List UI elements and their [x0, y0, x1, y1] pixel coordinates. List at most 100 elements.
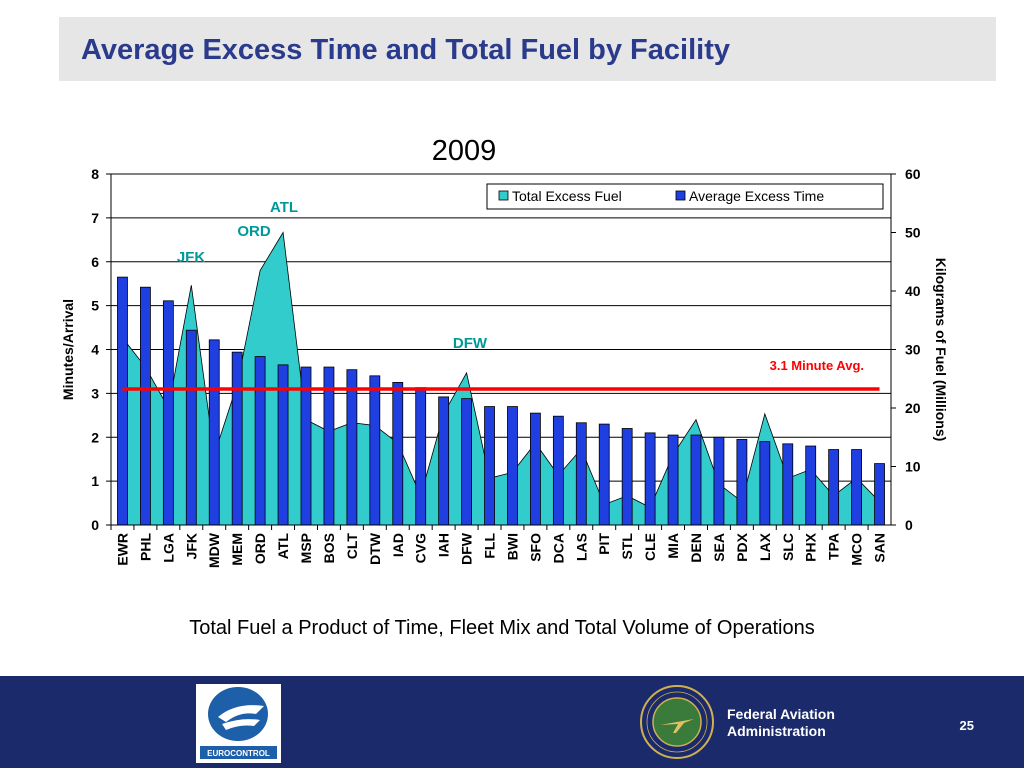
callout-ord: ORD — [237, 223, 271, 240]
x-tick-label-sea: SEA — [711, 533, 727, 562]
svg-text:EUROCONTROL: EUROCONTROL — [207, 749, 270, 758]
time-bar-san — [874, 463, 885, 526]
time-bar-msp — [300, 366, 312, 526]
time-bar-clt — [346, 369, 358, 526]
x-tick-label-mem: MEM — [229, 533, 245, 566]
x-tick-label-dtw: DTW — [367, 532, 383, 565]
x-tick-label-dfw: DFW — [459, 532, 475, 565]
x-tick-label-cvg: CVG — [413, 533, 429, 563]
time-bar-mdw — [208, 339, 220, 526]
x-tick-label-atl: ATL — [275, 533, 291, 560]
y-tick-label: 6 — [91, 254, 99, 270]
time-bar-las — [575, 422, 587, 526]
callout-jfk: JFK — [177, 249, 206, 266]
time-bar-pdx — [736, 439, 748, 526]
x-tick-label-ewr: EWR — [114, 533, 130, 566]
x-tick-label-pdx: PDX — [734, 532, 750, 561]
time-bar-ord — [254, 356, 266, 526]
title-bar: Average Excess Time and Total Fuel by Fa… — [59, 17, 996, 81]
faa-name: Federal Aviation Administration — [727, 706, 835, 740]
y-tick-label: 4 — [91, 342, 99, 358]
faa-name-line1: Federal Aviation — [727, 706, 835, 722]
footer: EUROCONTROL Federal Aviation Administrat… — [0, 676, 1024, 768]
legend-label-time: Average Excess Time — [689, 188, 824, 204]
x-tick-label-sfo: SFO — [527, 533, 543, 562]
time-bar-cle — [644, 432, 656, 526]
x-tick-label-bos: BOS — [321, 533, 337, 563]
slide-caption: Total Fuel a Product of Time, Fleet Mix … — [189, 617, 815, 639]
y2-tick-label: 10 — [905, 459, 921, 475]
x-tick-label-san: SAN — [872, 533, 888, 563]
time-bar-mem — [231, 351, 243, 526]
x-tick-label-clt: CLT — [344, 533, 360, 560]
y-tick-label: 5 — [91, 298, 99, 314]
y-tick-label: 2 — [91, 429, 99, 445]
time-bar-bos — [323, 366, 335, 526]
y2-tick-label: 20 — [905, 400, 921, 416]
time-bar-lax — [759, 441, 771, 526]
y2-tick-label: 0 — [905, 517, 913, 533]
y-axis-title: Minutes/Arrival — [60, 299, 76, 400]
x-tick-label-msp: MSP — [298, 533, 314, 563]
time-bar-ewr — [117, 276, 128, 526]
legend-swatch-time — [675, 190, 686, 201]
x-tick-label-mdw: MDW — [206, 532, 222, 568]
page-number: 25 — [959, 718, 974, 733]
x-tick-label-iad: IAD — [390, 533, 406, 557]
time-bar-iah — [438, 396, 450, 526]
time-bar-bwi — [507, 406, 518, 526]
chart-title: 2009 — [432, 135, 497, 167]
x-tick-label-ord: ORD — [252, 533, 268, 564]
callout-atl: ATL — [270, 199, 298, 216]
time-bar-sfo — [530, 412, 541, 526]
time-bar-phx — [805, 445, 817, 526]
x-tick-label-mia: MIA — [665, 533, 681, 559]
eurocontrol-logo: EUROCONTROL — [196, 684, 281, 763]
x-tick-label-phx: PHX — [803, 532, 819, 561]
x-tick-label-bwi: BWI — [504, 533, 520, 560]
time-bar-den — [690, 434, 702, 526]
y2-tick-label: 60 — [905, 166, 921, 182]
x-tick-label-iah: IAH — [436, 533, 452, 557]
time-bar-cvg — [415, 387, 427, 526]
time-bar-jfk — [185, 329, 197, 526]
faa-seal-logo — [640, 685, 714, 759]
time-bar-phl — [140, 286, 151, 526]
x-tick-label-las: LAS — [573, 533, 589, 561]
y2-axis-title: Kilograms of Fuel (Millions) — [933, 258, 949, 442]
x-tick-label-pit: PIT — [596, 533, 612, 555]
x-tick-label-fll: FLL — [482, 533, 498, 559]
callout-dfw: DFW — [453, 335, 488, 352]
time-bar-sea — [713, 436, 725, 526]
time-bar-mia — [667, 434, 679, 526]
legend-swatch-fuel — [498, 190, 509, 201]
y2-tick-label: 30 — [905, 342, 921, 358]
time-bar-dfw — [461, 398, 472, 526]
time-bar-pit — [598, 423, 610, 526]
y-tick-label: 8 — [91, 166, 99, 182]
y2-tick-label: 40 — [905, 283, 921, 299]
y-tick-label: 3 — [91, 385, 99, 401]
time-bar-tpa — [828, 449, 840, 526]
faa-name-line2: Administration — [727, 723, 826, 739]
x-tick-label-stl: STL — [619, 533, 635, 560]
average-line-label: 3.1 Minute Avg. — [770, 358, 864, 373]
time-bar-slc — [782, 443, 794, 526]
y2-tick-label: 50 — [905, 225, 921, 241]
x-tick-label-mco: MCO — [849, 533, 865, 566]
y-tick-label: 7 — [91, 210, 99, 226]
chart: 3.1 Minute Avg. 0 1 2 3 4 5 6 7 8 0 10 20 30 40 50 60 EWR… — [60, 135, 949, 568]
x-tick-label-tpa: TPA — [826, 533, 842, 560]
time-bar-dca — [552, 415, 564, 526]
x-tick-label-phl: PHL — [137, 533, 153, 561]
x-tick-label-slc: SLC — [780, 533, 796, 561]
legend-label-fuel: Total Excess Fuel — [512, 188, 622, 204]
slide-title: Average Excess Time and Total Fuel by Fa… — [81, 34, 730, 66]
y-tick-label: 1 — [91, 473, 99, 489]
x-tick-label-cle: CLE — [642, 533, 658, 561]
x-tick-label-lax: LAX — [757, 532, 773, 561]
time-bar-fll — [484, 406, 495, 526]
time-bar-stl — [621, 428, 633, 526]
time-bar-lga — [162, 300, 174, 526]
x-tick-label-lga: LGA — [160, 533, 176, 563]
